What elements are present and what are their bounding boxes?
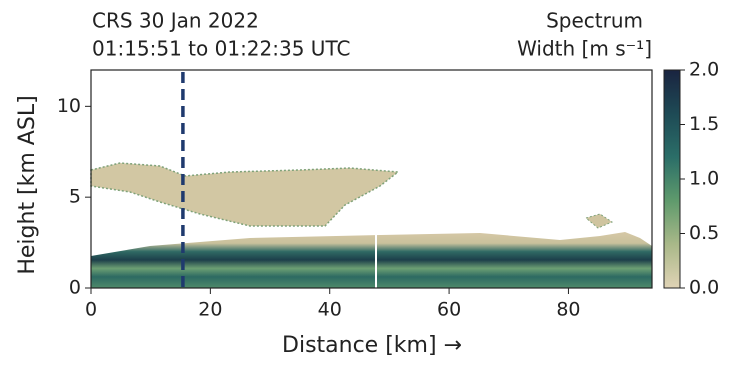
x-tick-label: 0 [85, 299, 97, 321]
lower-layer [91, 232, 652, 288]
colorbar-tick-label: 1.0 [689, 168, 719, 190]
y-tick-label: 0 [69, 277, 81, 299]
x-tick-label: 60 [437, 299, 461, 321]
x-tick-label: 40 [318, 299, 342, 321]
x-tick-label: 20 [198, 299, 222, 321]
plot-frame [90, 69, 653, 289]
y-axis-label: Height [km ASL] [15, 95, 40, 274]
title-right: Width [m s⁻¹] [517, 37, 652, 61]
title-right: Spectrum [546, 9, 643, 33]
title-left: 01:15:51 to 01:22:35 UTC [92, 37, 350, 61]
radar-field [90, 162, 652, 288]
colorbar-tick-label: 1.5 [689, 113, 719, 135]
small-cloud [584, 213, 614, 229]
colorbar [663, 69, 681, 289]
colorbar-tick-label: 0.0 [689, 277, 719, 299]
title-left: CRS 30 Jan 2022 [92, 9, 259, 33]
x-tick-label: 80 [556, 299, 580, 321]
y-tick-label: 10 [57, 95, 81, 117]
x-axis-label: Distance [km] → [282, 333, 462, 358]
y-tick-label: 5 [69, 186, 81, 208]
upper-cloud [90, 162, 400, 227]
colorbar-tick-label: 2.0 [689, 59, 719, 81]
colorbar-tick-label: 0.5 [689, 222, 719, 244]
